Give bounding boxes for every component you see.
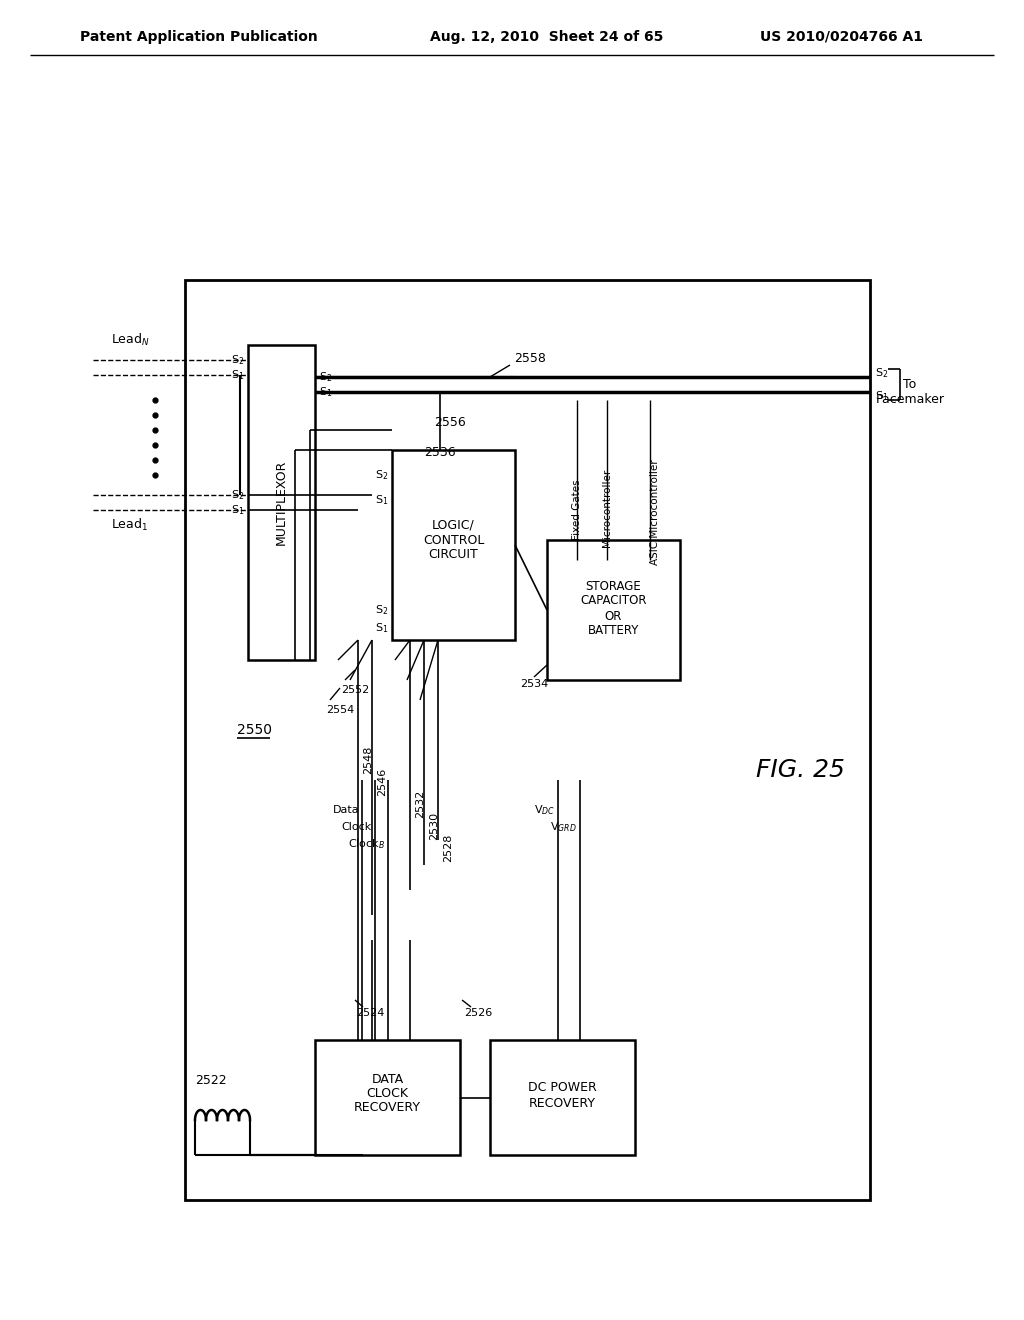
Text: CIRCUIT: CIRCUIT	[429, 549, 478, 561]
Text: Data: Data	[333, 805, 359, 814]
Text: RECOVERY: RECOVERY	[354, 1101, 421, 1114]
Text: DATA: DATA	[372, 1073, 403, 1086]
Bar	[315, 1040, 460, 1155]
Text: S$_1$: S$_1$	[375, 494, 388, 507]
Text: S$_1$: S$_1$	[230, 368, 244, 381]
Text: V$_{DC}$: V$_{DC}$	[534, 803, 555, 817]
Text: 2524: 2524	[355, 1008, 384, 1018]
Text: 2552: 2552	[341, 685, 369, 696]
Bar	[490, 1040, 635, 1155]
Text: V$_{GRD}$: V$_{GRD}$	[550, 820, 577, 834]
Text: S$_2$: S$_2$	[230, 488, 244, 502]
Text: ASIC Microcontroller: ASIC Microcontroller	[650, 459, 660, 565]
Text: OR: OR	[605, 610, 623, 623]
Text: CAPACITOR: CAPACITOR	[581, 594, 647, 607]
Bar	[547, 540, 680, 680]
Text: Clock: Clock	[342, 822, 372, 832]
Bar	[185, 280, 870, 1200]
Text: CONTROL: CONTROL	[423, 533, 484, 546]
Text: Microcontroller: Microcontroller	[602, 469, 612, 546]
Text: Pacemaker: Pacemaker	[876, 393, 944, 407]
Bar	[248, 345, 315, 660]
Text: S$_2$: S$_2$	[375, 469, 388, 482]
Text: S$_1$: S$_1$	[874, 389, 889, 403]
Text: MULTIPLEXOR: MULTIPLEXOR	[275, 459, 288, 545]
Text: 2536: 2536	[424, 446, 456, 458]
Text: S$_2$: S$_2$	[375, 603, 388, 616]
Text: BATTERY: BATTERY	[588, 624, 639, 638]
Text: Aug. 12, 2010  Sheet 24 of 65: Aug. 12, 2010 Sheet 24 of 65	[430, 30, 664, 44]
Text: S$_1$: S$_1$	[319, 385, 333, 399]
Text: Clock$_B$: Clock$_B$	[348, 837, 385, 851]
Text: S$_2$: S$_2$	[230, 354, 244, 367]
Text: 2528: 2528	[443, 834, 453, 862]
Text: 2548: 2548	[362, 746, 373, 775]
Text: 2556: 2556	[434, 416, 466, 429]
Text: CLOCK: CLOCK	[367, 1086, 409, 1100]
Text: 2546: 2546	[377, 768, 387, 796]
Text: S$_1$: S$_1$	[375, 622, 388, 635]
Text: Lead$_N$: Lead$_N$	[111, 331, 150, 348]
Text: 2550: 2550	[237, 723, 272, 737]
Text: STORAGE: STORAGE	[586, 579, 641, 593]
Text: 2558: 2558	[514, 352, 546, 366]
Text: FIG. 25: FIG. 25	[756, 758, 845, 781]
Text: 2522: 2522	[195, 1073, 226, 1086]
Text: S$_1$: S$_1$	[230, 503, 244, 517]
Text: Patent Application Publication: Patent Application Publication	[80, 30, 317, 44]
Text: RECOVERY: RECOVERY	[529, 1097, 596, 1110]
Text: US 2010/0204766 A1: US 2010/0204766 A1	[760, 30, 923, 44]
Text: To: To	[903, 378, 916, 391]
Text: 2554: 2554	[326, 705, 354, 715]
Text: LOGIC/: LOGIC/	[432, 519, 475, 532]
Text: 2532: 2532	[415, 789, 425, 818]
Bar	[392, 450, 515, 640]
Text: S$_2$: S$_2$	[319, 370, 333, 384]
Text: DC POWER: DC POWER	[528, 1081, 597, 1094]
Text: 2526: 2526	[464, 1008, 493, 1018]
Text: Fixed Gates: Fixed Gates	[572, 479, 582, 540]
Text: S$_2$: S$_2$	[874, 366, 888, 380]
Text: 2534: 2534	[520, 678, 548, 689]
Text: 2530: 2530	[429, 812, 439, 840]
Text: Lead$_1$: Lead$_1$	[112, 517, 148, 533]
